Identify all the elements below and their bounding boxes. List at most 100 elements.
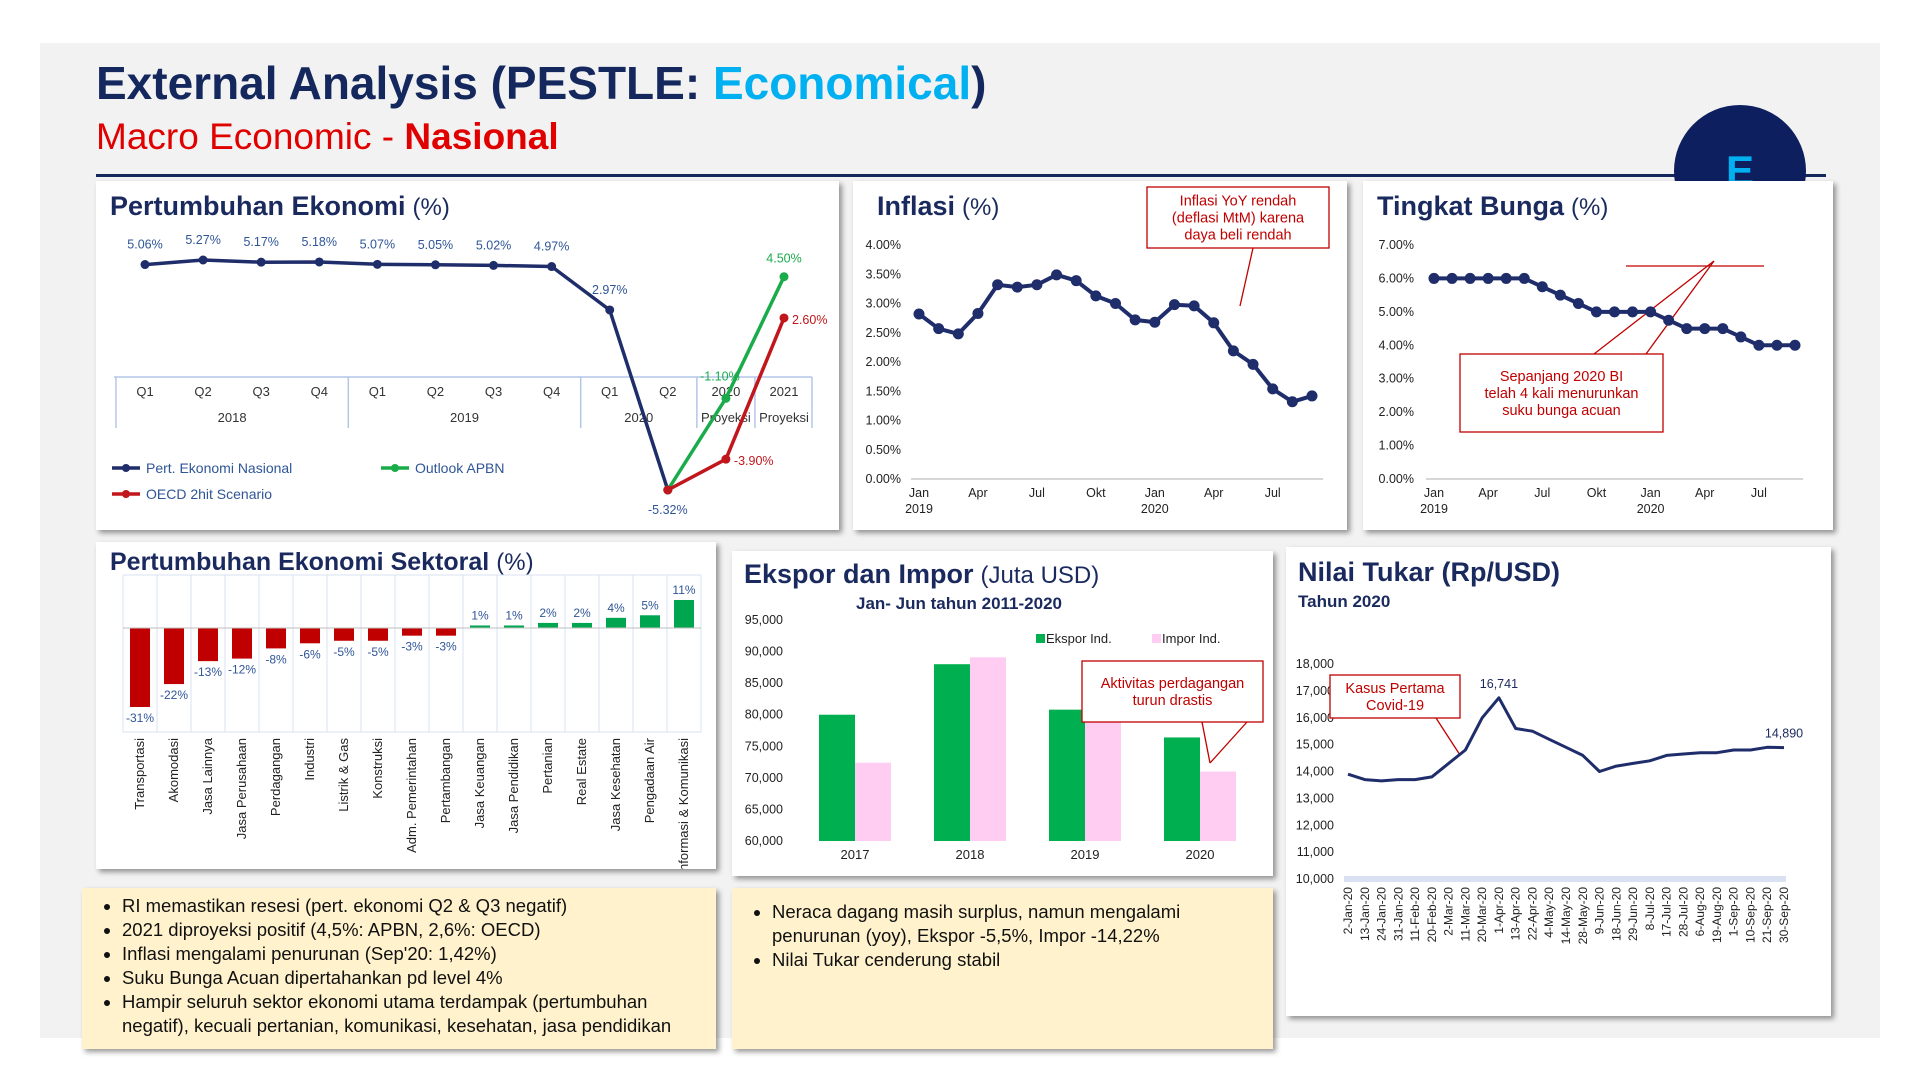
point-marker xyxy=(1208,317,1220,329)
x-tick-label: Jasa Pendidikan xyxy=(506,738,521,833)
annotation-box xyxy=(1329,674,1461,719)
x-tick-label: 29-Jun-20 xyxy=(1626,887,1640,941)
x-tick-label: 6-Aug-20 xyxy=(1693,887,1707,937)
point-marker xyxy=(1609,306,1620,318)
point-marker xyxy=(1663,314,1675,326)
bar xyxy=(436,628,456,636)
bar xyxy=(504,625,524,629)
page-title: External Analysis (PESTLE: Economical) xyxy=(96,60,986,106)
y-tick-label: 1.50% xyxy=(866,384,901,398)
point-marker xyxy=(1464,272,1476,284)
callout-line xyxy=(1645,260,1715,355)
bullet-list: Neraca dagang masih surplus, namun menga… xyxy=(732,900,1273,972)
bar xyxy=(334,628,354,641)
x-tick-label: 11-Feb-20 xyxy=(1408,887,1422,942)
y-tick-label: 2.00% xyxy=(866,355,901,369)
x-tick-label: Q2 xyxy=(427,384,444,399)
y-tick-label: 0.50% xyxy=(866,443,901,457)
x-tick-label: 22-Apr-20 xyxy=(1525,887,1539,941)
x-tick-label: Perdagangan xyxy=(268,738,283,816)
chart-subtitle: Tahun 2020 xyxy=(1298,592,1390,611)
x-tick-label: 2021 xyxy=(770,384,799,399)
x-group-label: 2018 xyxy=(218,410,247,425)
y-tick-label: 80,000 xyxy=(745,708,783,722)
x-tick-label: Jan xyxy=(1145,486,1165,500)
point-marker xyxy=(1699,323,1711,335)
data-label: 16,741 xyxy=(1480,677,1518,691)
bar xyxy=(402,628,422,636)
x-tick-label: Jasa Perusahaan xyxy=(234,738,249,839)
point-marker xyxy=(1554,289,1566,301)
y-tick-label: 13,000 xyxy=(1296,791,1334,805)
x-tick-label: Transportasi xyxy=(132,738,147,810)
point-marker xyxy=(779,313,789,323)
data-label: -6% xyxy=(299,647,321,661)
data-label: 2.60% xyxy=(792,313,827,327)
x-tick-label: Jan xyxy=(1641,486,1661,500)
x-group-label: Proyeksi xyxy=(701,410,751,425)
data-label: -8% xyxy=(265,652,287,666)
x-tick-label: Jul xyxy=(1029,486,1045,500)
y-tick-label: 7.00% xyxy=(1379,238,1414,252)
y-tick-label: 15,000 xyxy=(1296,738,1334,752)
data-label: 5.18% xyxy=(302,235,337,249)
data-label: -1.10% xyxy=(700,369,740,383)
x-tick-label: Apr xyxy=(968,486,987,500)
x-tick-label: 28-May-20 xyxy=(1576,887,1590,945)
chart: Pertumbuhan Ekonomi (%) 2018 2019 2020 Proyek… xyxy=(110,191,827,517)
annotation-text: suku bunga acuan xyxy=(1502,403,1621,419)
x-tick-label: 13-Jan-20 xyxy=(1358,887,1372,941)
bullet: Nilai Tukar cenderung stabil xyxy=(772,948,1265,972)
point-marker xyxy=(992,279,1004,291)
series-line xyxy=(917,272,1313,404)
x-tick-label: Listrik & Gas xyxy=(336,738,351,812)
legend-marker xyxy=(122,490,130,498)
x-tick-label: 14-May-20 xyxy=(1559,887,1573,945)
point-marker xyxy=(1286,396,1298,408)
y-tick-label: 65,000 xyxy=(745,802,783,816)
point-marker xyxy=(1129,314,1141,326)
x-tick-label: Pengadaan Air xyxy=(642,737,657,823)
bar xyxy=(819,714,855,841)
chart: Inflasi (%) 0.00% 0.50% 1.00% 1.50% 2.00% 2.50%… xyxy=(866,186,1330,516)
x-year-label: 2019 xyxy=(1420,502,1448,516)
data-label: 4.50% xyxy=(766,252,801,266)
x-tick-label: Pertambangan xyxy=(438,738,453,823)
point-marker xyxy=(972,307,984,319)
point-marker xyxy=(1518,272,1530,284)
legend-swatch xyxy=(1152,634,1161,643)
chart-subtitle: Jan- Jun tahun 2011-2020 xyxy=(856,594,1062,613)
annotation-text: Sepanjang 2020 BI xyxy=(1500,369,1623,385)
point-marker xyxy=(140,260,150,270)
x-tick-label: Apr xyxy=(1204,486,1223,500)
x-tick-label: 2019 xyxy=(1071,847,1100,862)
bullet: Inflasi mengalami penurunan (Sep'20: 1,4… xyxy=(122,942,708,966)
bullet: 2021 diproyeksi positif (4,5%: APBN, 2,6… xyxy=(122,918,708,942)
data-label: -5.32% xyxy=(648,503,688,517)
bullet: RI memastikan resesi (pert. ekonomi Q2 &… xyxy=(122,894,708,918)
title-suffix: ) xyxy=(971,57,987,109)
title-unit: (%) xyxy=(413,194,450,221)
title-prefix: External Analysis (PESTLE: xyxy=(96,57,701,109)
bar xyxy=(266,628,286,649)
legend-marker xyxy=(122,464,130,472)
point-marker xyxy=(372,259,382,269)
x-tick-label: Q2 xyxy=(194,384,211,399)
point-marker xyxy=(1031,279,1043,291)
point-marker xyxy=(1011,281,1023,293)
x-tick-label: Jasa Keuangan xyxy=(472,738,487,828)
x-tick-label: 2020 xyxy=(1186,847,1215,862)
annotation-text: Inflasi YoY rendah xyxy=(1180,194,1297,210)
data-label: 5.27% xyxy=(185,233,220,247)
point-marker xyxy=(1070,275,1082,287)
title-unit: (Juta USD) xyxy=(981,562,1100,589)
x-tick-label: 2017 xyxy=(841,847,870,862)
point-marker xyxy=(1627,306,1639,318)
bar xyxy=(1200,771,1236,841)
annotation-text: daya beli rendah xyxy=(1184,228,1291,244)
y-tick-label: 16,000 xyxy=(1296,711,1334,725)
x-tick-label: Jul xyxy=(1751,486,1767,500)
legend-marker xyxy=(391,464,399,472)
y-tick-label: 11,000 xyxy=(1297,845,1334,859)
title-text: Inflasi xyxy=(877,191,955,221)
